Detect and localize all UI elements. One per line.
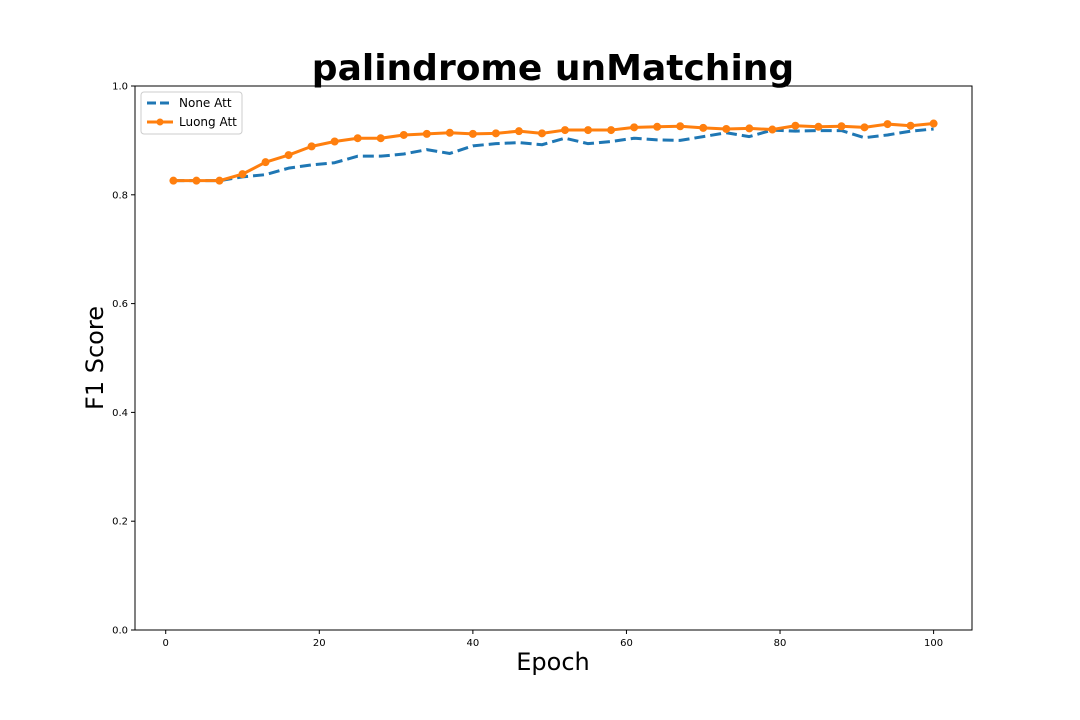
y-tick-label: 0.0: [112, 626, 128, 637]
series-line-luong-att: [173, 122, 934, 183]
data-point: [353, 134, 362, 143]
data-point: [837, 122, 846, 131]
data-point: [238, 170, 247, 179]
y-tick-label: 0.8: [112, 190, 128, 201]
data-point: [883, 120, 892, 129]
data-point: [376, 134, 385, 143]
data-point: [491, 129, 500, 138]
data-point: [307, 142, 316, 151]
data-point: [676, 122, 685, 131]
data-point: [699, 123, 708, 132]
legend: None Att Luong Att: [140, 91, 243, 135]
x-tick-label: 20: [313, 638, 326, 649]
chart-title: palindrome unMatching: [312, 48, 794, 89]
data-point: [745, 124, 754, 133]
x-tick-label: 100: [924, 638, 943, 649]
x-tick-label: 0: [163, 638, 169, 649]
data-point: [399, 130, 408, 139]
x-tick-label: 80: [774, 638, 787, 649]
y-tick-label: 0.6: [112, 299, 128, 310]
data-point: [215, 176, 224, 185]
data-point: [192, 176, 201, 185]
data-point: [860, 123, 869, 132]
data-point: [791, 121, 800, 130]
plot-area: 0 20 40 60 80 100 0.0 0.2 0.4 0.6 0.8 1.0: [112, 82, 973, 649]
data-point: [468, 129, 477, 138]
data-point: [537, 129, 546, 138]
series-line-none-att: [173, 127, 934, 183]
data-point: [422, 129, 431, 138]
data-point: [169, 176, 178, 185]
x-tick-label: 40: [467, 638, 480, 649]
data-point: [584, 126, 593, 135]
data-point: [814, 122, 823, 131]
y-axis-label: F1 Score: [81, 306, 109, 410]
y-tick-label: 1.0: [112, 82, 128, 93]
data-point: [330, 137, 339, 146]
data-point: [929, 119, 938, 128]
legend-label: Luong Att: [179, 115, 237, 129]
y-tick-label: 0.2: [112, 517, 128, 528]
axes-frame: [134, 85, 973, 631]
data-point: [607, 126, 616, 135]
data-point: [514, 127, 523, 136]
x-axis-label: Epoch: [516, 648, 590, 676]
data-point: [445, 128, 454, 137]
data-point: [906, 121, 915, 130]
data-point: [261, 158, 270, 167]
x-tick-label: 60: [620, 638, 633, 649]
data-point: [768, 125, 777, 134]
data-point: [722, 124, 731, 133]
data-point: [561, 126, 570, 135]
data-point: [284, 151, 293, 160]
data-point: [653, 122, 662, 131]
legend-marker: [156, 118, 164, 126]
y-tick-label: 0.4: [112, 408, 128, 419]
data-point: [630, 123, 639, 132]
legend-label: None Att: [179, 96, 232, 110]
